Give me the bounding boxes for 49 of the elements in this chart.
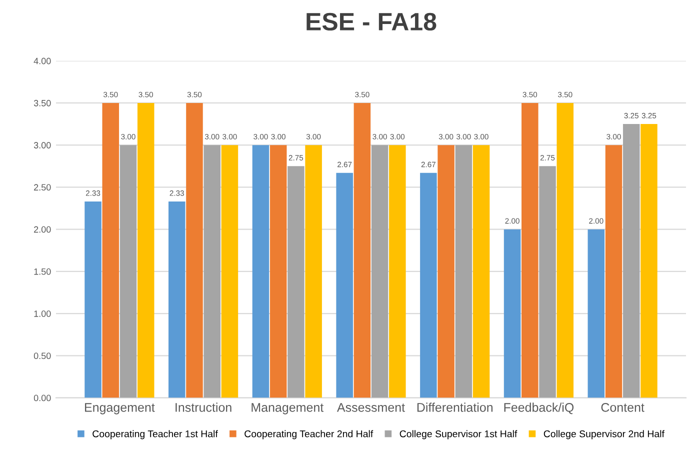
bar: [102, 102, 120, 398]
bar: [640, 124, 658, 398]
x-tick-label: Feedback/iQ: [504, 402, 574, 414]
bar: [354, 102, 371, 398]
bar: [204, 145, 220, 398]
y-tick-label: 3.00: [34, 142, 51, 148]
x-tick-label: Instruction: [176, 402, 232, 412]
bar: [305, 145, 322, 398]
legend-label: College Supervisor 1st Half: [400, 430, 518, 440]
y-tick-label: 4.00: [34, 58, 51, 64]
bar: [252, 145, 270, 398]
x-tick-label: Assessment: [336, 403, 405, 412]
y-tick-label: 0.50: [34, 352, 51, 360]
bar: [288, 166, 304, 398]
y-tick-label: 3.50: [34, 100, 51, 106]
y-tick-label: 0.00: [34, 394, 51, 402]
bar: [588, 229, 605, 398]
bar: [539, 166, 556, 398]
bar: [137, 102, 154, 398]
x-tick-label: Engagement: [85, 403, 155, 414]
legend-label: College Supervisor 2nd Half: [544, 430, 664, 440]
bar: [84, 202, 102, 398]
chart-title: ESE - FA18: [306, 12, 436, 31]
bar: [270, 145, 287, 398]
bar: [472, 145, 490, 398]
bar: [605, 145, 622, 398]
bar: [556, 102, 574, 398]
x-tick-label: Content: [601, 402, 644, 412]
y-tick-label: 2.00: [34, 226, 51, 233]
bar: [120, 145, 137, 398]
legend-label: Cooperating Teacher 1st Half: [92, 430, 218, 440]
bar: [420, 172, 437, 398]
y-tick-label: 2.50: [34, 184, 51, 191]
bar: [389, 145, 406, 398]
bar: [336, 172, 353, 398]
bar: [168, 202, 186, 398]
bar: [186, 102, 203, 398]
bar: [221, 145, 238, 398]
bar: [504, 229, 521, 398]
x-tick-label: Management: [252, 403, 324, 414]
y-tick-label: 1.50: [34, 268, 51, 275]
bar: [371, 145, 388, 398]
bar: [622, 124, 640, 398]
bar: [438, 145, 454, 398]
x-tick-label: Differentiation: [417, 402, 492, 412]
legend-label: Cooperating Teacher 2nd Half: [244, 430, 374, 440]
bar: [522, 102, 538, 398]
y-tick-label: 1.00: [34, 310, 51, 317]
bar: [455, 145, 472, 398]
